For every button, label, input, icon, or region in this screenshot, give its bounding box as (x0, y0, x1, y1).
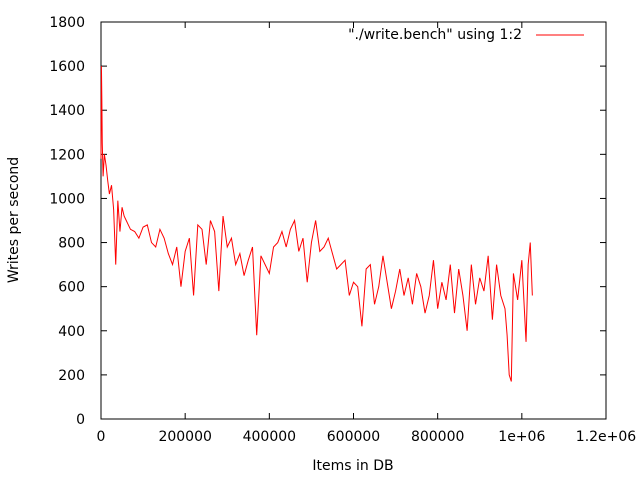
y-axis-title: Writes per second (6, 157, 22, 283)
y-tick-label: 1000 (49, 191, 85, 207)
x-tick-label: 1e+06 (498, 429, 545, 445)
x-tick-label: 1.2e+06 (576, 429, 637, 445)
x-tick-label: 200000 (158, 429, 211, 445)
y-tick-label: 200 (58, 368, 85, 384)
tick-labels: 0 200000 400000 600000 800000 1e+06 1.2e+06 0 20… (49, 15, 636, 445)
y-tick-label: 400 (58, 324, 85, 340)
series-line-0 (100, 66, 533, 382)
y-tick-label: 800 (58, 236, 85, 252)
x-axis-title: Items in DB (312, 458, 393, 474)
plot-frame (100, 21, 607, 420)
ticks (100, 21, 607, 420)
y-tick-label: 0 (76, 412, 85, 428)
x-tick-label: 0 (97, 429, 106, 445)
x-tick-label: 400000 (243, 429, 296, 445)
series-group (100, 66, 533, 382)
x-tick-label: 600000 (327, 429, 380, 445)
y-tick-label: 1400 (49, 103, 85, 119)
y-tick-label: 1600 (49, 59, 85, 75)
y-tick-label: 1800 (49, 15, 85, 31)
y-tick-label: 1200 (49, 147, 85, 163)
y-tick-label: 600 (58, 280, 85, 296)
x-tick-label: 800000 (411, 429, 464, 445)
legend-label: "./write.bench" using 1:2 (348, 27, 522, 43)
legend: "./write.bench" using 1:2 (348, 27, 584, 43)
